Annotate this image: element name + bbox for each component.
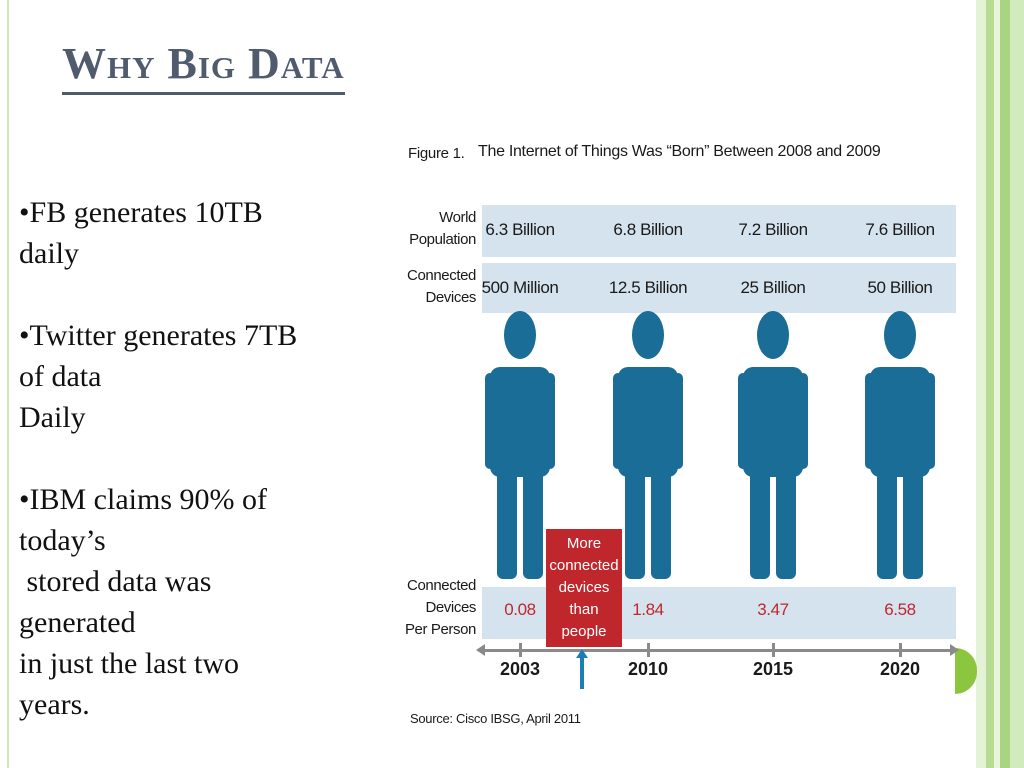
bullet-line: stored data was xyxy=(19,565,212,598)
devices-per-person-value: 6.58 xyxy=(884,600,916,619)
bullet-line: •IBM claims 90% of xyxy=(19,483,267,516)
world-population-value: 7.6 Billion xyxy=(865,220,935,239)
row-label-world-population: World Population xyxy=(409,209,476,248)
left-border-line xyxy=(7,0,9,768)
connected-devices-value: 50 Billion xyxy=(867,278,933,297)
figure-source: Source: Cisco IBSG, April 2011 xyxy=(410,711,581,726)
decor-stripe xyxy=(986,0,994,768)
connected-devices-value: 500 Million xyxy=(481,278,559,297)
bullet-line: years. xyxy=(19,688,90,721)
row-label-connected-devices: Connected Devices xyxy=(407,267,476,306)
devices-per-person-value: 1.84 xyxy=(632,600,664,619)
year-label: 2003 xyxy=(499,659,541,679)
figure-label: Figure 1. xyxy=(408,145,465,162)
year-label: 2020 xyxy=(879,659,921,679)
person-icon xyxy=(613,311,683,579)
decor-stripe xyxy=(1000,0,1010,768)
bullet-item: •FB generates 10TB daily xyxy=(19,192,399,274)
world-population-value: 6.3 Billion xyxy=(485,220,555,239)
person-icon xyxy=(738,311,808,579)
connected-devices-value: 25 Billion xyxy=(740,278,806,297)
devices-per-person-value: 3.47 xyxy=(757,600,789,619)
bullet-line: •FB generates 10TB xyxy=(19,196,263,229)
bullet-line: generated xyxy=(19,606,136,639)
callout-more-devices: More connected devices than people xyxy=(546,529,622,647)
timeline-arrow-left xyxy=(476,644,485,656)
person-icon xyxy=(485,311,555,579)
world-population-value: 6.8 Billion xyxy=(613,220,683,239)
devices-per-person-value: 0.08 xyxy=(504,600,536,619)
connected-devices-value: 12.5 Billion xyxy=(608,278,688,297)
bullet-list: •FB generates 10TB daily •Twitter generate… xyxy=(19,192,399,766)
bullet-line: today’s xyxy=(19,524,106,557)
timeline-axis xyxy=(482,649,952,652)
bullet-line: in just the last two xyxy=(19,647,239,680)
timeline-arrow-right xyxy=(950,644,959,656)
slide-title: Why Big Data xyxy=(62,36,345,95)
year-label: 2010 xyxy=(627,659,669,679)
iot-infographic: Figure 1. The Internet of Things Was “Bo… xyxy=(400,135,960,735)
up-arrow-icon xyxy=(576,649,588,689)
slide-nav-tab xyxy=(955,648,977,694)
bullet-item: •IBM claims 90% of today’s stored data wa… xyxy=(19,479,399,725)
row-label-per-person: Connected Devices Per Person xyxy=(404,577,476,638)
world-population-value: 7.2 Billion xyxy=(738,220,808,239)
person-icon xyxy=(865,311,935,579)
bullet-line: •Twitter generates 7TB xyxy=(19,319,298,352)
bullet-line: Daily xyxy=(19,401,86,434)
connected-devices-band xyxy=(482,263,956,313)
decor-stripe xyxy=(976,0,986,768)
decor-stripe xyxy=(994,0,1000,768)
bullet-line: daily xyxy=(19,237,79,270)
decor-stripe xyxy=(1010,0,1024,768)
year-label: 2015 xyxy=(752,659,794,679)
bullet-item: •Twitter generates 7TB of data Daily xyxy=(19,315,399,438)
world-population-band xyxy=(482,205,956,257)
bullet-line: of data xyxy=(19,360,102,393)
figure-title: The Internet of Things Was “Born” Betwee… xyxy=(478,143,881,160)
